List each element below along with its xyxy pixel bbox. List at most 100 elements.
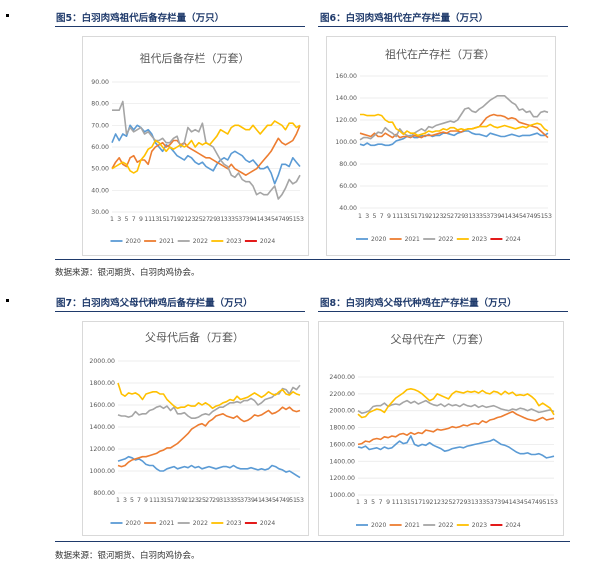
y-tick-label: 800.00 — [93, 490, 115, 497]
x-tick-label: 17 — [414, 499, 422, 506]
series-line-2023 — [111, 120, 301, 174]
x-tick-label: 15 — [407, 213, 415, 220]
figure-5-chart: 祖代后备存栏（万套） 30.00 40.00 50.00 60.00 70.00 80.00… — [91, 51, 304, 245]
x-tick-label: 49 — [282, 216, 290, 223]
x-tick-label: 33 — [226, 497, 234, 504]
figure-6-caption-rule — [318, 26, 568, 27]
x-tick-label: 9 — [387, 213, 391, 220]
y-tick-label: 100.00 — [335, 139, 357, 146]
x-tick-label: 5 — [371, 499, 375, 506]
source-2-text: 数据来源：银河期货、白羽肉鸡协会。 — [55, 551, 200, 561]
x-tick-label: 53 — [296, 497, 304, 504]
series-line-2020 — [111, 124, 301, 185]
x-tick-label: 43 — [261, 497, 269, 504]
x-tick-label: 31 — [467, 499, 475, 506]
chart-title: 父母代后备（万套） — [145, 330, 244, 344]
x-tick-label: 15 — [407, 499, 415, 506]
x-tick-label: 15 — [163, 497, 171, 504]
figure-7-caption: 图7：白羽肉鸡父母代种鸡后备存栏量（万只） — [56, 298, 253, 309]
x-tick-label: 9 — [139, 216, 143, 223]
x-tick-label: 31 — [465, 213, 473, 220]
legend-label-2022: 2022 — [438, 522, 453, 529]
series-line-2022 — [359, 94, 549, 141]
x-tick-label: 29 — [209, 216, 217, 223]
chart-title: 祖代在产存栏（万套） — [385, 47, 495, 61]
x-tick-label: 9 — [386, 499, 390, 506]
x-tick-label: 43 — [260, 216, 268, 223]
x-tick-label: 27 — [202, 216, 210, 223]
y-tick-label: 1400.00 — [329, 458, 355, 465]
series-line-2020 — [117, 455, 301, 479]
legend-label-2021: 2021 — [405, 236, 420, 243]
series-line-2020 — [359, 130, 549, 147]
x-tick-label: 47 — [275, 497, 283, 504]
x-tick-label: 3 — [117, 216, 121, 223]
legend-label-2024: 2024 — [505, 522, 520, 529]
y-tick-label: 60.00 — [339, 183, 357, 190]
x-tick-label: 13 — [399, 499, 407, 506]
x-tick-label: 1 — [116, 497, 120, 504]
x-tick-label: 11 — [392, 499, 400, 506]
figure-5-caption-rule — [55, 26, 305, 27]
x-tick-label: 21 — [180, 216, 188, 223]
series-line-2021 — [111, 124, 301, 176]
legend-label-2021: 2021 — [405, 522, 420, 529]
legend-label-2024: 2024 — [260, 520, 275, 527]
chart-title: 父母代在产（万套） — [391, 332, 490, 346]
x-tick-label: 35 — [233, 497, 241, 504]
bullet-2 — [6, 299, 9, 302]
x-tick-label: 1 — [358, 213, 362, 220]
x-tick-label: 51 — [289, 216, 297, 223]
x-tick-label: 49 — [530, 213, 538, 220]
x-tick-label: 25 — [198, 497, 206, 504]
x-tick-label: 3 — [365, 213, 369, 220]
x-tick-label: 47 — [522, 213, 530, 220]
legend-label-2021: 2021 — [159, 520, 174, 527]
x-tick-label: 7 — [137, 497, 141, 504]
x-tick-label: 45 — [515, 213, 523, 220]
x-tick-label: 43 — [508, 213, 516, 220]
series-line-2020 — [357, 435, 555, 459]
x-tick-label: 3 — [364, 499, 368, 506]
x-tick-label: 39 — [247, 497, 255, 504]
legend-label-2023: 2023 — [472, 236, 487, 243]
figure-6-panel — [326, 36, 556, 256]
y-tick-label: 40.00 — [339, 205, 357, 212]
y-tick-label: 140.00 — [335, 95, 357, 102]
x-tick-label: 29 — [457, 213, 465, 220]
x-tick-label: 35 — [479, 213, 487, 220]
y-tick-label: 50.00 — [91, 166, 109, 173]
source-1-rule — [55, 259, 570, 260]
legend-label-2022: 2022 — [193, 238, 208, 245]
series-line-2021 — [357, 410, 555, 446]
legend-label-2022: 2022 — [193, 520, 208, 527]
x-tick-label: 23 — [437, 499, 445, 506]
legend-label-2020: 2020 — [126, 520, 141, 527]
y-tick-label: 1000.00 — [329, 492, 355, 499]
figure-8-panel — [318, 321, 564, 536]
y-tick-label: 1200.00 — [329, 475, 355, 482]
x-tick-label: 45 — [268, 497, 276, 504]
x-tick-label: 29 — [212, 497, 220, 504]
x-tick-label: 27 — [452, 499, 460, 506]
x-tick-label: 51 — [289, 497, 297, 504]
y-tick-label: 80.00 — [339, 161, 357, 168]
x-tick-label: 21 — [184, 497, 192, 504]
figure-8-caption: 图8：白羽肉鸡父母代种鸡在产存栏量（万只） — [320, 298, 517, 309]
figure-8-chart: 父母代在产（万套） 1000.00 1200.00 1400.00 1600.00 180… — [329, 332, 558, 529]
x-tick-label: 7 — [380, 213, 384, 220]
x-tick-label: 33 — [472, 213, 480, 220]
series-line-2023 — [357, 388, 555, 419]
x-tick-label: 39 — [493, 213, 501, 220]
x-tick-label: 25 — [195, 216, 203, 223]
legend-label-2020: 2020 — [371, 236, 386, 243]
series-line-2022 — [117, 384, 301, 419]
x-tick-label: 7 — [132, 216, 136, 223]
series-line-2021 — [117, 406, 301, 468]
x-tick-label: 3 — [123, 497, 127, 504]
source-2-rule — [55, 541, 570, 542]
y-tick-label: 90.00 — [91, 79, 109, 86]
figure-6-chart: 祖代在产存栏（万套） 40.00 60.00 80.00 100.00 120.00 140… — [335, 47, 552, 243]
x-tick-label: 25 — [443, 213, 451, 220]
x-tick-label: 23 — [191, 497, 199, 504]
